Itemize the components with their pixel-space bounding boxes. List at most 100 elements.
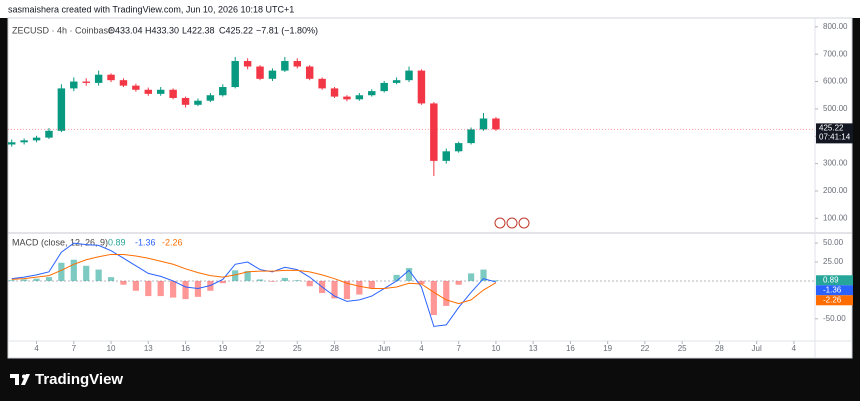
candle-body [355,95,364,100]
candle-body [467,129,475,144]
x-tick-label: 13 [144,344,153,353]
candle-body [169,89,177,98]
x-tick-label: 10 [491,344,500,353]
x-tick-label: 22 [256,344,265,353]
macd-title: MACD (close, 12, 26, 9) [12,237,108,247]
event-icons [494,217,530,229]
macd-line [11,242,497,327]
histogram-bar [256,279,264,281]
credit-bar [0,0,860,18]
candle-body [70,81,78,89]
histogram-bar [45,277,53,281]
x-tick-label: 22 [640,344,649,353]
candle-body [305,66,314,79]
candle-body [417,70,426,104]
histogram-bar [467,273,475,281]
symbol: ZECUSD · 4h · Coinbase [12,25,113,35]
macd-line [11,253,497,305]
macd-badge [816,285,853,296]
histogram-bar [331,280,338,299]
candle-body [156,89,165,94]
candle-body [119,80,128,86]
x-tick-label: 16 [566,344,575,353]
macd-badge-value: 0.89 [823,275,839,284]
candle-body [243,61,252,67]
candle-body [181,97,190,105]
macd-legend-value: -2.26 [162,237,183,247]
histogram-bar [343,280,351,300]
event-icon [518,217,530,229]
histogram-bar [418,280,425,284]
candle-body [343,96,351,100]
candle-body [380,82,388,92]
candle-body [256,66,264,79]
candle-body [32,137,41,141]
macd-badge [816,295,853,306]
histogram-bar [269,280,276,282]
candle-body [94,74,103,83]
ohlc-open: O433.04 [108,25,143,35]
x-tick-label: 7 [456,344,461,353]
ohlc-high: H433.30 [145,25,179,35]
x-tick-label: 28 [330,344,339,353]
event-icon [494,217,506,229]
histogram-bar [70,259,77,281]
countdown: 07:41:14 [819,132,851,141]
histogram-bar [219,280,226,284]
x-tick-label: 4 [792,344,797,353]
candle-body [268,70,277,79]
histogram-bar [170,280,177,298]
x-tick-label: 4 [419,344,424,353]
histogram-bar [95,269,102,281]
y-tick-label: 25.00 [823,257,844,266]
candle-body [8,142,16,145]
ohlc-low: L422.38 [182,25,215,35]
histogram-bar [492,280,500,281]
candle-body [293,61,302,67]
histogram-bar [480,269,487,281]
candle-body [20,140,28,143]
histogram-bar [107,277,115,281]
last-price-badge [816,123,853,144]
x-tick-label: Jun [378,344,391,353]
credit: sasmaishera created with TradingView.com… [8,4,294,14]
histogram-bar [356,280,363,295]
histogram-bar [430,280,437,316]
histogram-bar [132,280,139,291]
candle-body [107,74,115,81]
candle-body [82,81,90,83]
histogram-bar [393,274,400,281]
brand: TradingView [35,371,123,388]
last-price: 425.22 [819,123,844,132]
ohlc-close: C425.22 [219,25,253,35]
candle-body [405,70,413,81]
x-tick-label: 19 [218,344,227,353]
y-tick-label: 500.00 [823,104,848,113]
histogram-bar [58,262,65,281]
candle-body [281,61,289,71]
histogram-bar [21,279,28,281]
candle-body [368,91,376,96]
x-tick-label: 25 [293,344,302,353]
candle-body [492,118,500,130]
y-tick-label: 50.00 [823,238,844,247]
y-tick-label: 800.00 [823,22,848,31]
event-icon [506,217,518,229]
histogram-bar [182,280,189,300]
histogram-bar [232,270,239,281]
candle-body [194,100,202,105]
x-tick-label: 16 [181,344,190,353]
histogram-bar [120,280,127,285]
x-tick-label: 28 [715,344,724,353]
histogram-bar [294,280,301,281]
x-tick-label: 4 [34,344,39,353]
macd-badge-value: -1.36 [823,285,842,294]
chart-area [7,17,853,359]
histogram-bar [244,271,251,281]
x-tick-label: 19 [603,344,612,353]
histogram-bar [8,280,15,281]
macd-legend-value: 0.89 [108,237,126,247]
brand-bar [0,360,860,401]
x-tick-label: 10 [107,344,116,353]
